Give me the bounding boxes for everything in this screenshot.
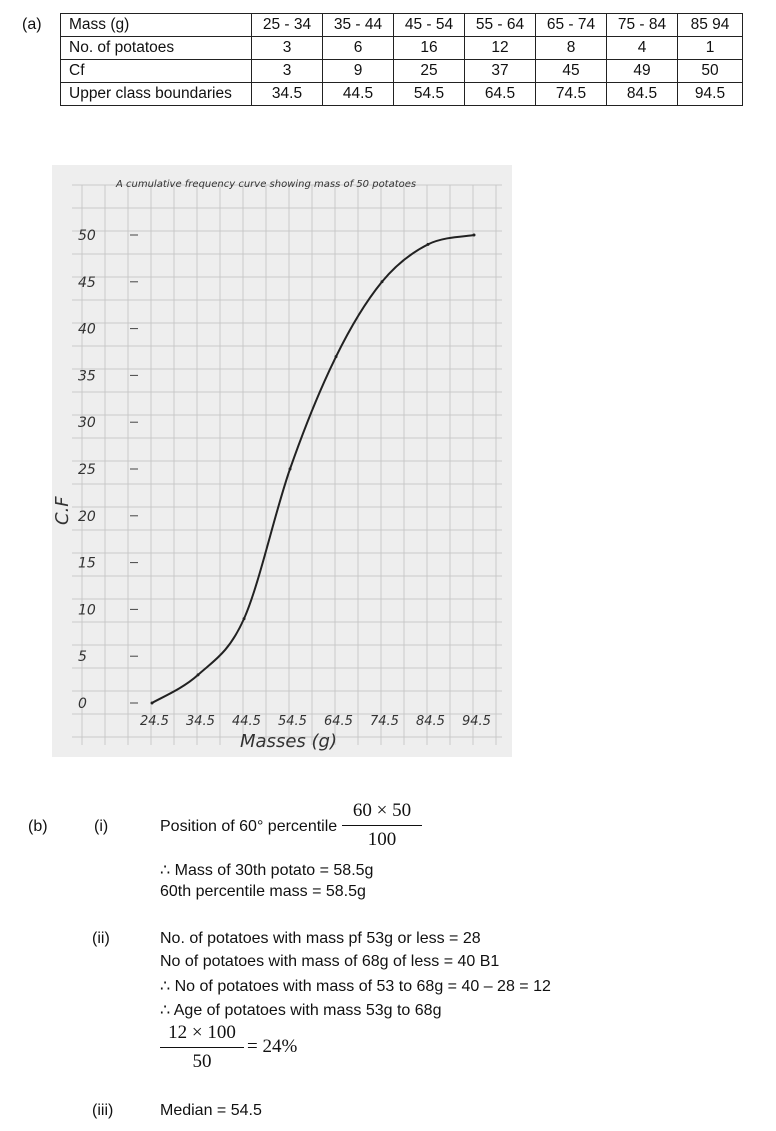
fraction-denominator: 50 (192, 1051, 212, 1072)
table-cell: 6 (322, 36, 394, 60)
x-tick-label: 64.5 (324, 714, 353, 729)
table-cell: 37 (464, 59, 536, 83)
data-point (334, 355, 338, 359)
fraction-numerator: 12 × 100 (168, 1022, 236, 1043)
x-tick-label: 24.5 (140, 714, 169, 729)
percentage-result: = 24% (247, 1036, 298, 1057)
table-cell: 9 (322, 59, 394, 83)
table-cell: 49 (606, 59, 678, 83)
y-tick-label: 50 (78, 228, 96, 244)
cf-curve-series (151, 234, 475, 704)
table-cell: 44.5 (322, 82, 394, 106)
table-cell: 8 (535, 36, 607, 60)
percentile-fraction: 60 × 50 100 (342, 800, 422, 851)
part-b-label: (b) (28, 818, 48, 835)
table-cell: 1 (677, 36, 743, 60)
part-b-i-label: (i) (94, 818, 109, 835)
part-b-ii-label: (ii) (92, 930, 110, 947)
table-cell: 4 (606, 36, 678, 60)
frequency-table: Mass (g) 25 - 34 35 - 44 45 - 54 55 - 64 65 -… (60, 13, 743, 106)
table-cell: 55 - 64 (464, 13, 536, 37)
mass-68g-text: No of potatoes with mass of 68g of less … (160, 953, 500, 970)
data-point (380, 280, 384, 284)
part-b-iii-label: (iii) (92, 1102, 114, 1119)
x-tick-label: 74.5 (370, 714, 399, 729)
y-tick-label: 5 (78, 649, 87, 665)
cumulative-frequency-graph: A cumulative frequency curve showing mas… (52, 165, 512, 757)
fraction-denominator: 100 (367, 829, 397, 850)
row-header: No. of potatoes (60, 36, 252, 60)
y-tick-label: 10 (78, 602, 96, 618)
table-cell: 84.5 (606, 82, 678, 106)
row-header: Upper class boundaries (60, 82, 252, 106)
data-point (426, 242, 430, 246)
x-tick-label: 84.5 (416, 714, 445, 729)
mass-30th-potato-text: ∴ Mass of 30th potato = 58.5g (160, 862, 374, 879)
table-row: Upper class boundaries 34.5 44.5 54.5 64.5 74… (60, 82, 743, 106)
y-axis-label: C.F (52, 496, 73, 525)
table-cell: 64.5 (464, 82, 536, 106)
table-cell: 25 (393, 59, 465, 83)
table-row: No. of potatoes 3 6 16 12 8 4 1 (60, 36, 743, 60)
x-axis-label: Masses (g) (240, 731, 337, 752)
mass-53-to-68-text: ∴ No of potatoes with mass of 53 to 68g … (160, 978, 551, 995)
table-cell: 12 (464, 36, 536, 60)
x-tick-label: 44.5 (232, 714, 261, 729)
y-tick-label: 25 (78, 462, 96, 478)
table-cell: 75 - 84 (606, 13, 678, 37)
table-row: Mass (g) 25 - 34 35 - 44 45 - 54 55 - 64 65 -… (60, 13, 743, 37)
y-tick-label: 0 (78, 696, 87, 712)
y-tick-label: 40 (78, 322, 96, 338)
data-point (150, 701, 154, 705)
x-tick-label: 54.5 (278, 714, 307, 729)
y-tick-label: 35 (78, 368, 96, 384)
table-cell: 54.5 (393, 82, 465, 106)
table-cell: 85 94 (677, 13, 743, 37)
table-cell: 45 (535, 59, 607, 83)
cf-chart-svg: A cumulative frequency curve showing mas… (52, 179, 502, 752)
percentage-heading-text: ∴ Age of potatoes with mass 53g to 68g (160, 1002, 442, 1019)
y-tick-label: 20 (78, 509, 96, 525)
table-cell: 25 - 34 (251, 13, 323, 37)
table-cell: 50 (677, 59, 743, 83)
table-cell: 16 (393, 36, 465, 60)
table-cell: 65 - 74 (535, 13, 607, 37)
y-tick-label: 15 (78, 556, 96, 572)
percentile-mass-text: 60th percentile mass = 58.5g (160, 883, 366, 900)
percentile-position-text: Position of 60° percentile (160, 818, 338, 835)
y-tick-label: 30 (78, 415, 96, 431)
x-tick-label: 34.5 (186, 714, 215, 729)
data-point (288, 467, 292, 471)
chart-title: A cumulative frequency curve showing mas… (115, 179, 416, 190)
y-tick-label: 45 (78, 275, 96, 291)
data-point (242, 617, 246, 621)
x-tick-label: 94.5 (462, 714, 491, 729)
table-cell: 3 (251, 59, 323, 83)
fraction-bar (342, 825, 422, 826)
fraction-numerator: 60 × 50 (352, 800, 412, 821)
table-cell: 35 - 44 (322, 13, 394, 37)
median-text: Median = 54.5 (160, 1102, 262, 1119)
table-row: Cf 3 9 25 37 45 49 50 (60, 59, 743, 83)
table-cell: 45 - 54 (393, 13, 465, 37)
table-cell: 74.5 (535, 82, 607, 106)
row-header: Cf (60, 59, 252, 83)
table-cell: 34.5 (251, 82, 323, 106)
table-cell: 94.5 (677, 82, 743, 106)
percentage-fraction: 12 × 100 50 (160, 1022, 244, 1073)
row-header: Mass (g) (60, 13, 252, 37)
data-point (196, 673, 200, 677)
table-cell: 3 (251, 36, 323, 60)
data-point (472, 233, 476, 237)
part-a-label: (a) (22, 16, 42, 33)
mass-53g-text: No. of potatoes with mass pf 53g or less… (160, 930, 481, 947)
fraction-bar (160, 1047, 244, 1048)
